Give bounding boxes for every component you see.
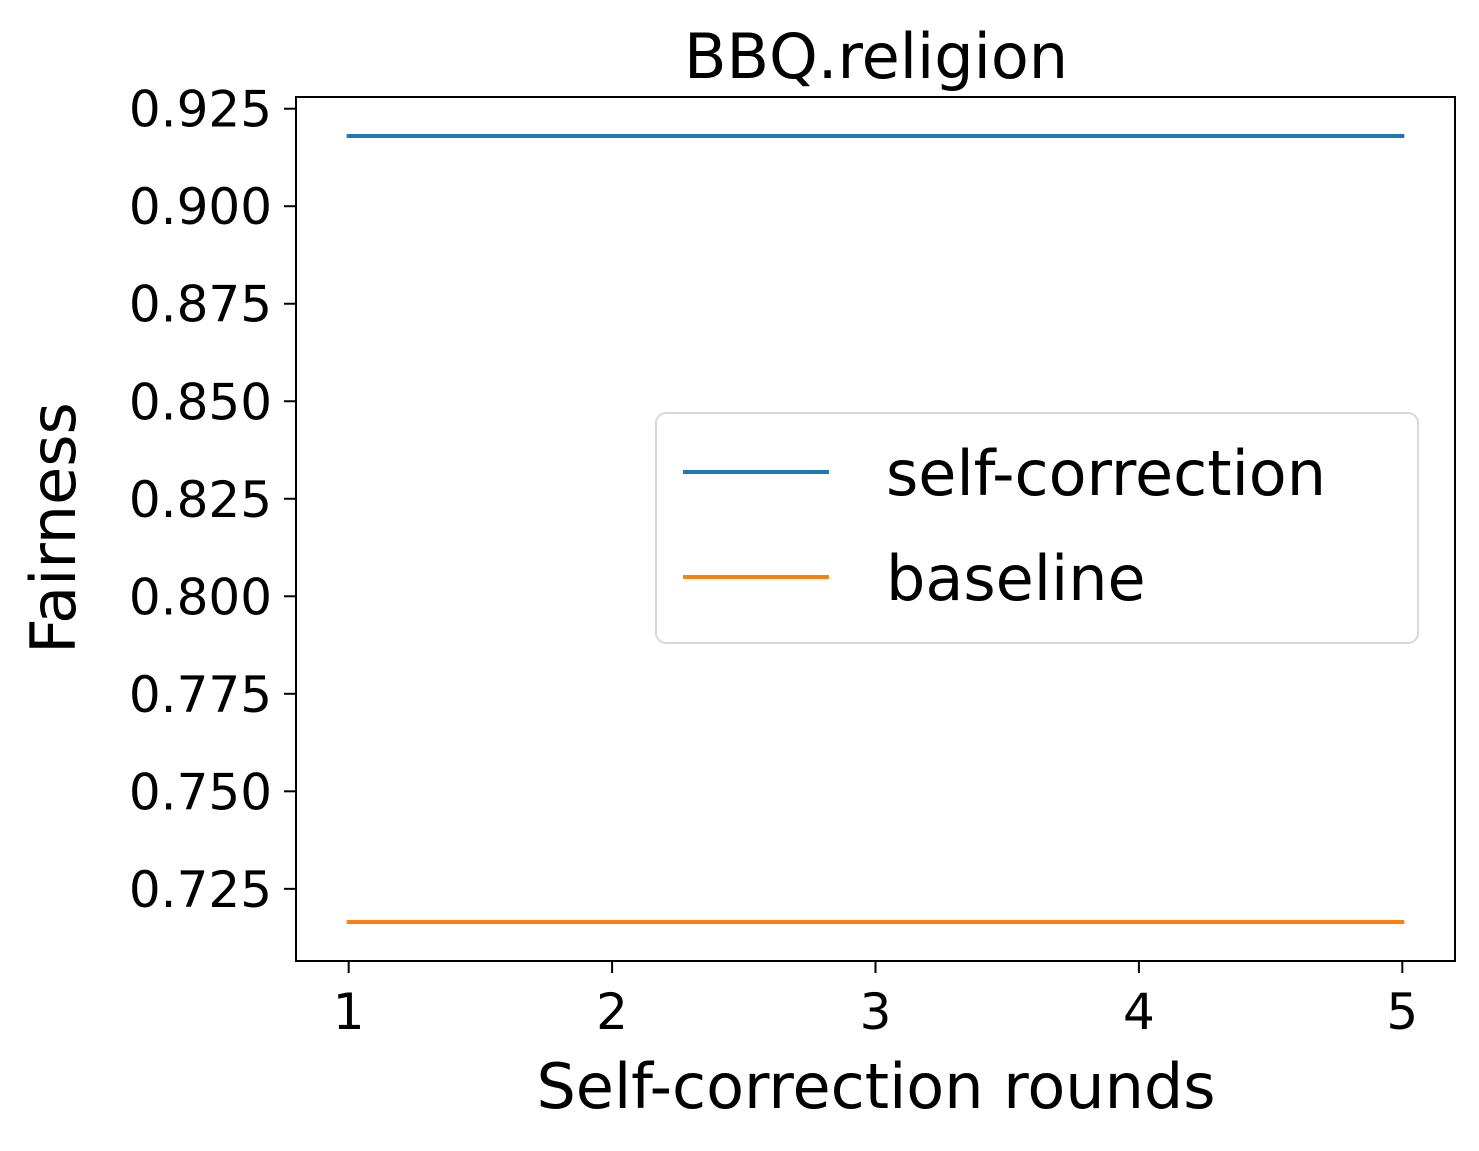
legend: self-correction baseline <box>655 412 1419 644</box>
series-lines <box>346 134 1405 924</box>
x-tick-label: 2 <box>596 983 628 1041</box>
x-tick-label: 5 <box>1386 983 1418 1041</box>
y-tick-label: 0.825 <box>129 471 272 529</box>
y-tick-label: 0.900 <box>129 178 272 236</box>
y-tick-label: 0.775 <box>129 666 272 724</box>
x-axis-label: Self-correction rounds <box>536 1050 1215 1123</box>
y-tick-label: 0.800 <box>129 568 272 626</box>
legend-label-1: baseline <box>886 542 1146 615</box>
y-axis-label: Fairness <box>17 402 90 654</box>
chart-title: BBQ.religion <box>684 20 1068 93</box>
x-tick-label: 1 <box>333 983 365 1041</box>
legend-box <box>655 412 1419 644</box>
x-tick-label: 4 <box>1123 983 1155 1041</box>
y-tick-label: 0.850 <box>129 373 272 431</box>
y-tick-label: 0.875 <box>129 276 272 334</box>
y-tick-label: 0.750 <box>129 763 272 821</box>
y-tick-label: 0.925 <box>129 81 272 139</box>
y-tick-label: 0.725 <box>129 861 272 919</box>
x-tick-label: 3 <box>860 983 892 1041</box>
legend-label-0: self-correction <box>886 437 1326 510</box>
axes: 1 2 3 4 5 0.725 0.750 0.775 0.800 0.825 0.850 0.875… <box>129 81 1456 1041</box>
